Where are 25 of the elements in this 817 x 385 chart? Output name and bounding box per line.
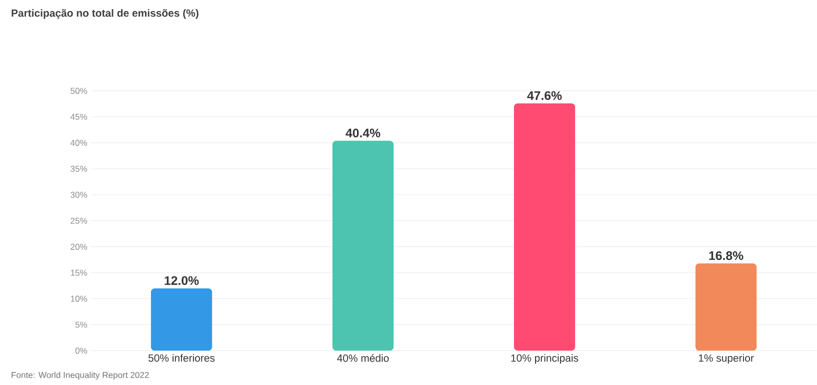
bar xyxy=(150,288,212,351)
source-note: Fonte: World Inequality Report 2022 xyxy=(12,372,149,380)
x-tick-label: 10% principais xyxy=(511,354,578,364)
data-label: 16.8% xyxy=(709,251,744,260)
y-tick-label: 45% xyxy=(70,114,88,120)
x-tick-label: 50% inferiores xyxy=(148,354,215,362)
x-tick-label: 1% superior xyxy=(698,354,754,364)
y-tick-label: 15% xyxy=(70,270,88,276)
bar xyxy=(332,140,394,351)
y-tick-label: 50% xyxy=(70,88,88,94)
y-tick-label: 25% xyxy=(70,218,88,224)
bar xyxy=(695,263,757,351)
y-tick-label: 0% xyxy=(75,348,88,354)
data-label: 40.4% xyxy=(346,128,380,138)
data-label: 12.0% xyxy=(164,276,199,285)
x-tick-label: 40% médio xyxy=(337,354,389,362)
y-tick-label: 10% xyxy=(70,296,88,302)
y-tick-label: 40% xyxy=(70,140,88,146)
y-tick-label: 30% xyxy=(70,192,88,198)
y-tick-label: 5% xyxy=(75,322,88,328)
bar xyxy=(514,103,576,351)
y-tick-label: 35% xyxy=(70,166,88,172)
chart-title: Participação no total de emissões (%) xyxy=(12,9,198,19)
y-tick-label: 20% xyxy=(70,244,88,250)
data-label: 47.6% xyxy=(527,91,562,100)
